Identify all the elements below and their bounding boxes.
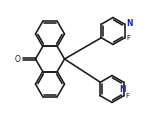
Text: F: F: [126, 35, 130, 41]
Text: F: F: [125, 93, 129, 99]
Text: O: O: [15, 55, 21, 63]
Text: N: N: [126, 19, 133, 28]
Text: N: N: [119, 85, 126, 94]
